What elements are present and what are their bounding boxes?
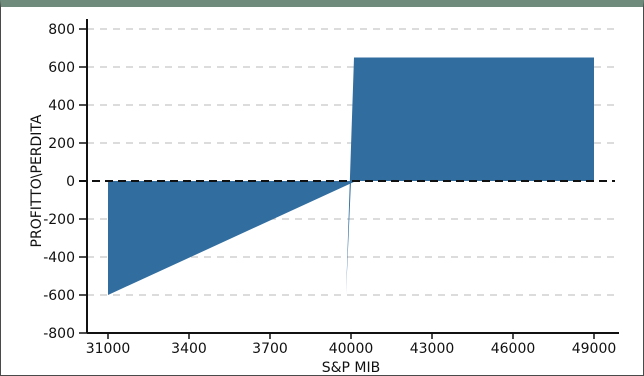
payoff-area [108, 57, 594, 295]
y-tick-label: 0 [66, 174, 75, 190]
x-tick-label: 3700 [252, 341, 288, 357]
x-tick-label: 40000 [329, 341, 374, 357]
payoff-area-shape [108, 57, 594, 295]
y-tick-label: 200 [48, 136, 75, 152]
y-tick-labels: 800 600 400 200 0 -200 -400 -600 -800 [43, 22, 87, 342]
x-tick-labels: 31000 3400 3700 40000 43000 46000 49000 [86, 333, 617, 357]
y-tick-label: 800 [48, 22, 75, 38]
grid-lines [87, 28, 615, 296]
y-tick-label: -400 [43, 250, 75, 266]
y-axis-label: PROFITTO\PERDITA [29, 114, 45, 247]
y-tick-label: 600 [48, 60, 75, 76]
y-tick-label: -600 [43, 288, 75, 304]
y-tick-label: 400 [48, 98, 75, 114]
x-tick-label: 3400 [171, 341, 207, 357]
x-axis-label: S&P MIB [322, 360, 381, 375]
x-tick-label: 46000 [491, 341, 536, 357]
y-tick-label: -200 [43, 212, 75, 228]
y-tick-label: -800 [43, 326, 75, 342]
x-tick-label: 31000 [86, 341, 131, 357]
x-tick-label: 43000 [410, 341, 455, 357]
x-tick-label: 49000 [572, 341, 617, 357]
